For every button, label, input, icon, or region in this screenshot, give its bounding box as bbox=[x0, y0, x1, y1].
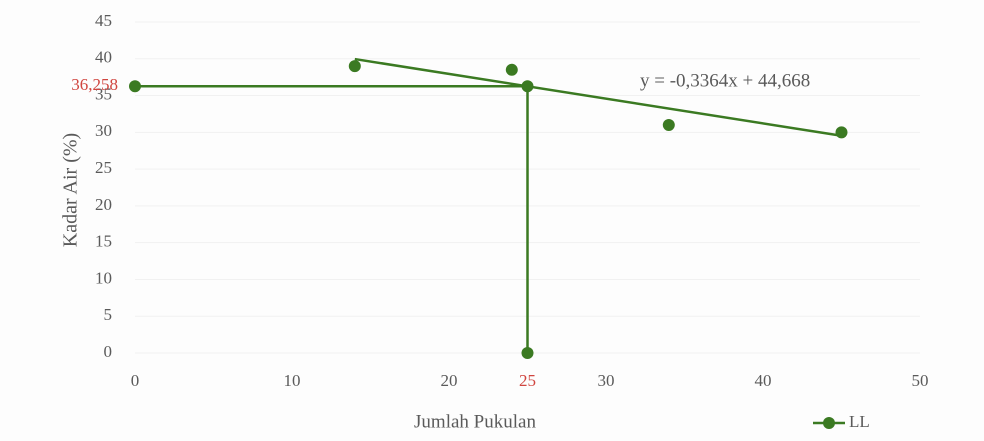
x-tick-label: 10 bbox=[284, 371, 301, 390]
point bbox=[129, 80, 141, 92]
y-axis-label: Kadar Air (%) bbox=[60, 133, 82, 247]
legend-marker bbox=[823, 417, 835, 429]
x-tick-label: 30 bbox=[598, 371, 615, 390]
x-tick-label: 20 bbox=[441, 371, 458, 390]
point bbox=[836, 126, 848, 138]
x-tick-label: 50 bbox=[912, 371, 929, 390]
point bbox=[349, 60, 361, 72]
x-tick-label: 40 bbox=[755, 371, 772, 390]
annotation: 25 bbox=[519, 371, 536, 390]
y-tick-label: 5 bbox=[104, 305, 113, 324]
legend-label: LL bbox=[849, 412, 870, 431]
y-tick-label: 10 bbox=[95, 268, 112, 287]
y-tick-label: 25 bbox=[95, 158, 112, 177]
y-tick-label: 0 bbox=[104, 342, 113, 361]
y-tick-label: 20 bbox=[95, 195, 112, 214]
point bbox=[663, 119, 675, 131]
y-tick-label: 45 bbox=[95, 11, 112, 30]
point bbox=[522, 347, 534, 359]
y-tick-label: 40 bbox=[95, 48, 112, 67]
trendline-equation: y = -0,3364x + 44,668 bbox=[640, 70, 810, 91]
chart: Jumlah Pukulan Kadar Air (%) 0 5 10 15 20 25 3… bbox=[0, 0, 984, 441]
point bbox=[522, 80, 534, 92]
annotation: 36,258 bbox=[71, 75, 118, 94]
x-tick-label: 0 bbox=[131, 371, 140, 390]
point bbox=[506, 64, 518, 76]
x-axis-label: Jumlah Pukulan bbox=[414, 411, 536, 432]
y-tick-label: 15 bbox=[95, 232, 112, 251]
y-tick-label: 30 bbox=[95, 121, 112, 140]
background bbox=[0, 0, 984, 441]
